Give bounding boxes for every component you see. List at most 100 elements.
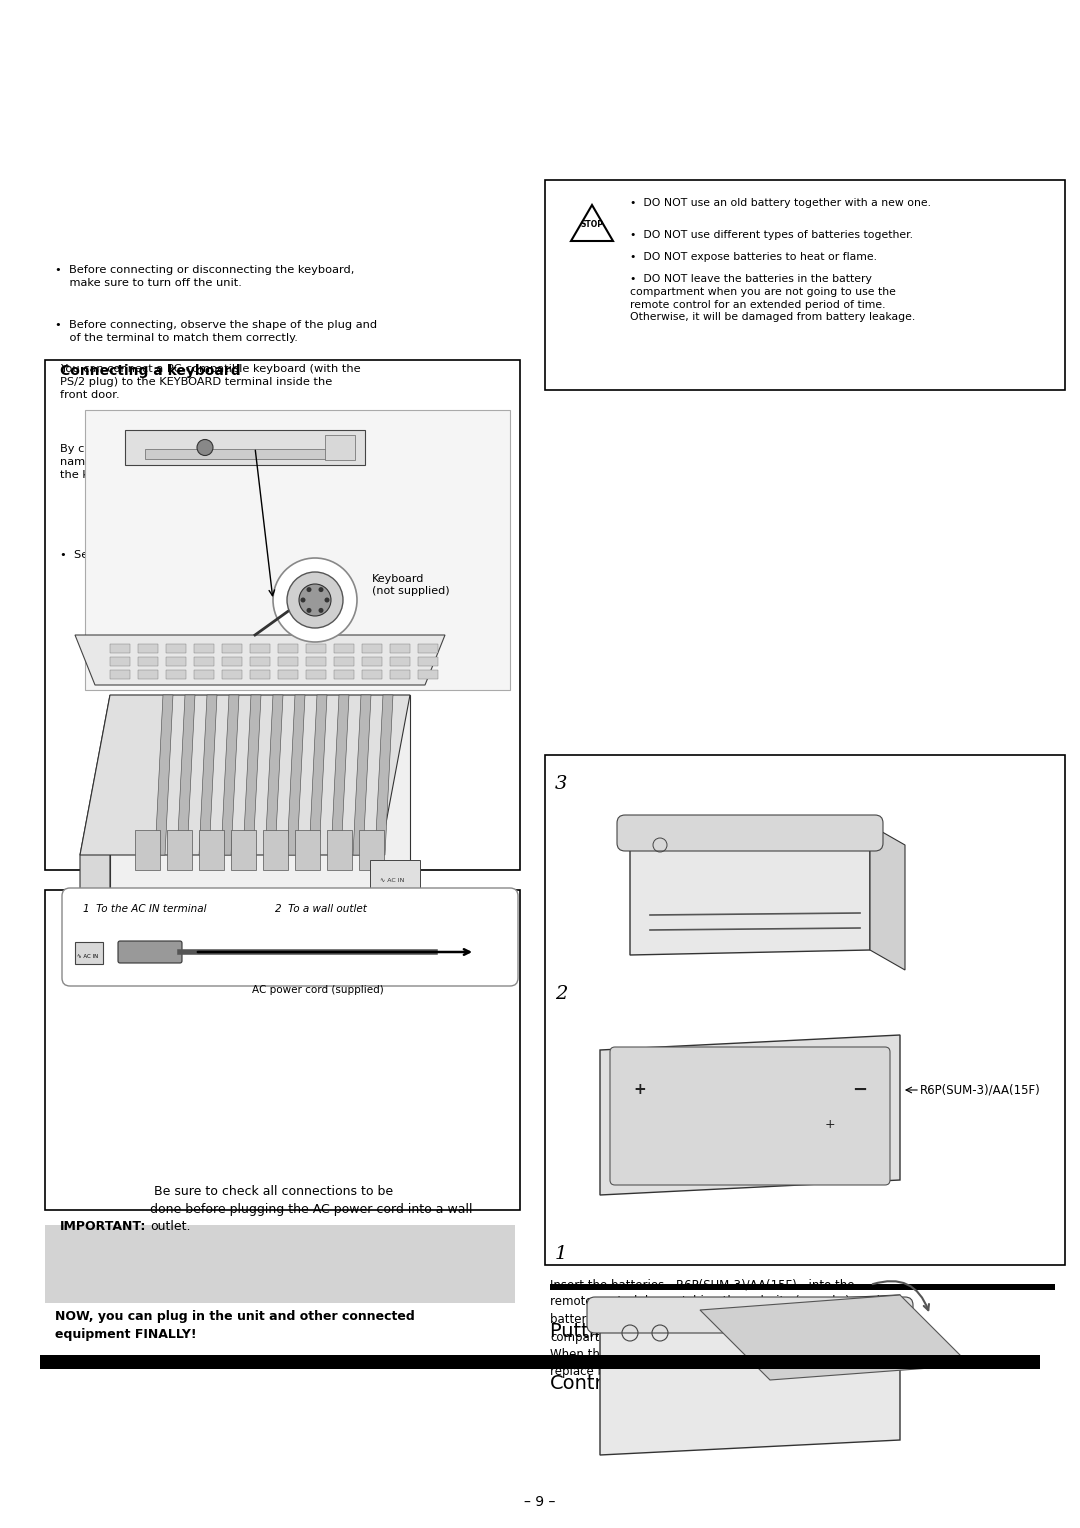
Text: 1  To the AC IN terminal: 1 To the AC IN terminal: [83, 905, 206, 914]
Text: +: +: [634, 1082, 646, 1097]
Text: NOW, you can plug in the unit and other connected
equipment FINALLY!: NOW, you can plug in the unit and other …: [55, 1309, 415, 1342]
Text: You can connect a PC-compatible keyboard (with the
PS/2 plug) to the KEYBOARD te: You can connect a PC-compatible keyboard…: [60, 364, 361, 400]
Bar: [418, 657, 438, 666]
Bar: [545, 180, 1065, 390]
Bar: [306, 669, 326, 678]
Text: 3: 3: [555, 775, 567, 793]
Bar: [327, 830, 352, 869]
Polygon shape: [221, 695, 239, 856]
Bar: [278, 643, 298, 652]
Bar: [166, 643, 186, 652]
Polygon shape: [571, 205, 613, 241]
Polygon shape: [600, 1296, 900, 1455]
Bar: [199, 830, 224, 869]
Text: ∿ AC IN: ∿ AC IN: [380, 877, 404, 883]
Bar: [40, 1355, 1040, 1369]
Text: +: +: [825, 1118, 835, 1132]
Polygon shape: [309, 695, 327, 856]
Polygon shape: [870, 825, 905, 970]
Bar: [194, 669, 214, 678]
Bar: [418, 669, 438, 678]
Text: 1: 1: [555, 1245, 567, 1264]
Bar: [545, 755, 1065, 1265]
Circle shape: [273, 558, 357, 642]
Bar: [231, 830, 256, 869]
Bar: [45, 361, 519, 869]
Bar: [306, 657, 326, 666]
Text: −: −: [852, 1080, 867, 1099]
Bar: [418, 643, 438, 652]
Bar: [110, 657, 130, 666]
Text: •  DO NOT leave the batteries in the battery
compartment when you are not going : • DO NOT leave the batteries in the batt…: [630, 274, 915, 322]
Text: R6P(SUM-3)/AA(15F): R6P(SUM-3)/AA(15F): [920, 1083, 1041, 1097]
Text: 2: 2: [555, 986, 567, 1002]
Bar: [362, 657, 382, 666]
Bar: [334, 657, 354, 666]
Text: •  DO NOT expose batteries to heat or flame.: • DO NOT expose batteries to heat or fla…: [630, 252, 877, 261]
Bar: [306, 643, 326, 652]
Bar: [194, 657, 214, 666]
Polygon shape: [110, 695, 410, 905]
Polygon shape: [156, 695, 173, 856]
Text: STOP: STOP: [581, 220, 604, 229]
Bar: [295, 830, 320, 869]
Text: Connecting a keyboard: Connecting a keyboard: [60, 364, 241, 377]
Text: 2  To a wall outlet: 2 To a wall outlet: [275, 905, 367, 914]
Bar: [390, 643, 410, 652]
Bar: [85, 410, 510, 691]
Polygon shape: [330, 695, 349, 856]
Polygon shape: [80, 695, 110, 935]
FancyBboxPatch shape: [617, 814, 883, 851]
Bar: [249, 657, 270, 666]
Polygon shape: [199, 695, 217, 856]
Text: Control: Control: [550, 1374, 621, 1394]
Bar: [390, 657, 410, 666]
Text: – 9 –: – 9 –: [524, 1494, 556, 1510]
Bar: [135, 830, 160, 869]
Polygon shape: [243, 695, 261, 856]
Bar: [362, 669, 382, 678]
FancyBboxPatch shape: [62, 888, 518, 986]
Bar: [278, 657, 298, 666]
Text: Keyboard
(not supplied): Keyboard (not supplied): [372, 575, 449, 596]
Polygon shape: [630, 825, 870, 955]
Polygon shape: [265, 695, 283, 856]
FancyBboxPatch shape: [588, 1297, 913, 1332]
Bar: [359, 830, 384, 869]
Circle shape: [319, 587, 324, 593]
Text: •  See “Using an Optional Keyboard” on page 73.: • See “Using an Optional Keyboard” on pa…: [60, 550, 341, 559]
Bar: [334, 643, 354, 652]
FancyBboxPatch shape: [118, 941, 183, 963]
Bar: [194, 643, 214, 652]
Bar: [249, 669, 270, 678]
Bar: [249, 643, 270, 652]
Text: IMPORTANT:: IMPORTANT:: [60, 1219, 147, 1233]
Bar: [222, 669, 242, 678]
Circle shape: [307, 608, 311, 613]
Bar: [222, 657, 242, 666]
Text: Insert the batteries—R6P(SUM-3)/AA(15F)—into the
remote control, by matching the: Insert the batteries—R6P(SUM-3)/AA(15F)—…: [550, 1277, 891, 1378]
Bar: [110, 643, 130, 652]
Circle shape: [299, 584, 330, 616]
Circle shape: [287, 571, 343, 628]
Text: By connecting a keyboard, you can easily enter library
names, album titles, and : By connecting a keyboard, you can easily…: [60, 443, 372, 480]
Bar: [75, 941, 103, 964]
Circle shape: [197, 440, 213, 455]
Bar: [362, 643, 382, 652]
Bar: [390, 669, 410, 678]
Circle shape: [300, 597, 306, 602]
Text: Putting the Batteries into the Remote: Putting the Batteries into the Remote: [550, 1322, 915, 1342]
Bar: [167, 830, 192, 869]
Bar: [45, 889, 519, 1210]
Polygon shape: [600, 1034, 900, 1195]
Polygon shape: [700, 1296, 970, 1380]
Polygon shape: [75, 636, 445, 685]
Bar: [264, 830, 288, 869]
Bar: [166, 657, 186, 666]
Bar: [110, 669, 130, 678]
Bar: [222, 643, 242, 652]
Circle shape: [319, 608, 324, 613]
Polygon shape: [353, 695, 372, 856]
Text: AC power cord (supplied): AC power cord (supplied): [252, 986, 383, 995]
Bar: [334, 669, 354, 678]
